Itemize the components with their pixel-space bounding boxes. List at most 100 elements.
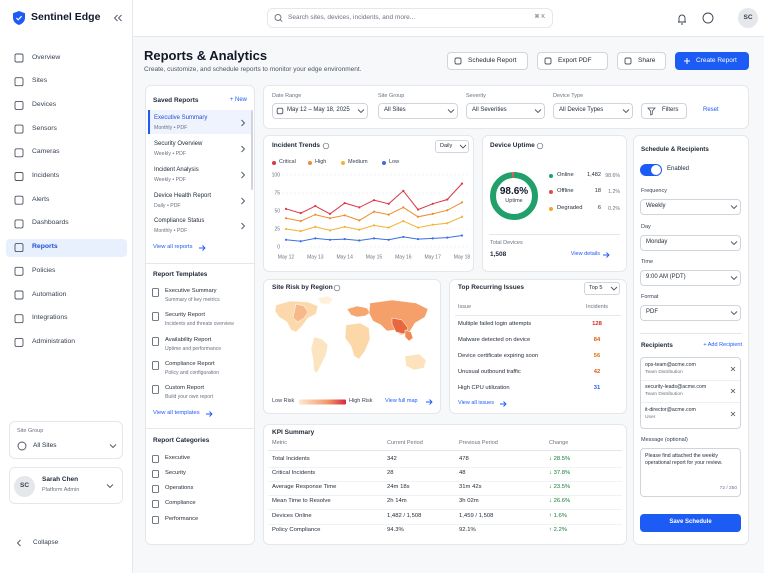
collapse-button[interactable]: Collapse: [33, 538, 59, 546]
nav-item[interactable]: Sites: [32, 77, 48, 85]
label: Weekly • PDF: [154, 150, 186, 157]
template[interactable]: Executive Summary: [165, 288, 217, 295]
template[interactable]: Compliance Report: [165, 361, 215, 368]
add-recipient[interactable]: + Add Recipient: [703, 342, 742, 349]
reports-panel: [145, 85, 255, 545]
label[interactable]: + New: [229, 97, 247, 104]
link[interactable]: View all reports: [153, 244, 193, 251]
label: 72 / 250: [719, 485, 737, 491]
save-button[interactable]: [640, 514, 741, 532]
action-button[interactable]: [447, 52, 528, 70]
category[interactable]: Security: [165, 470, 186, 477]
divider: [145, 263, 255, 264]
top-select[interactable]: [584, 282, 620, 295]
label: Metric: [272, 440, 287, 447]
saved-report[interactable]: Security Overview: [154, 141, 203, 148]
filter-select[interactable]: [553, 103, 633, 119]
label: 31m 42s: [459, 484, 482, 491]
action-button-label[interactable]: Schedule Report: [468, 56, 517, 64]
nav-item[interactable]: Sensors: [32, 124, 57, 132]
nav-item[interactable]: Automation: [32, 290, 67, 298]
link[interactable]: View all templates: [153, 410, 200, 417]
label: Low Risk: [272, 398, 295, 405]
schedule-select[interactable]: [640, 235, 741, 251]
save-button-label[interactable]: Save Schedule: [669, 519, 712, 526]
action-button[interactable]: [617, 52, 666, 70]
label: Top 5: [589, 284, 603, 291]
nav-item[interactable]: Dashboards: [32, 219, 69, 227]
schedule-select[interactable]: [640, 199, 741, 215]
filter-select[interactable]: [466, 103, 545, 119]
label: 18: [594, 188, 601, 195]
nav-item[interactable]: Alerts: [32, 195, 50, 203]
label: Device Uptime: [490, 141, 535, 149]
search-box[interactable]: [267, 8, 553, 28]
label: Device Type: [553, 93, 584, 100]
label: 0.2%: [608, 205, 620, 212]
schedule-select[interactable]: [640, 270, 741, 286]
label: SC: [19, 482, 30, 490]
action-button[interactable]: [675, 52, 749, 70]
schedule-select[interactable]: [640, 305, 741, 321]
label: 1,482 / 1,508: [387, 513, 422, 520]
category[interactable]: Executive: [165, 455, 191, 462]
action-button-label[interactable]: Export PDF: [558, 56, 592, 64]
label: Format: [641, 294, 659, 301]
nav-item[interactable]: Reports: [32, 243, 58, 251]
label: High Risk: [349, 398, 373, 405]
legend-label: High: [315, 159, 327, 166]
label: 6: [597, 205, 601, 212]
label: Team Distribution: [645, 391, 683, 397]
nav-item[interactable]: Incidents: [32, 172, 60, 180]
label: Please find attached the weekly operatio…: [645, 452, 723, 467]
label: Summary of key metrics: [165, 296, 220, 303]
category[interactable]: Compliance: [165, 500, 196, 507]
top-issues-card: [449, 279, 627, 414]
saved-report-active-bg: [148, 110, 251, 134]
action-button-label[interactable]: Create Report: [696, 56, 737, 64]
label: Monday: [646, 239, 668, 246]
nav-item[interactable]: Policies: [32, 266, 56, 274]
link[interactable]: View all issues: [458, 400, 494, 407]
category[interactable]: Performance: [165, 516, 199, 523]
nav-item[interactable]: Administration: [32, 337, 76, 345]
link[interactable]: View full map: [385, 398, 418, 405]
saved-report[interactable]: Device Health Report: [154, 193, 212, 200]
saved-report[interactable]: Executive Summary: [154, 115, 208, 122]
template[interactable]: Security Report: [165, 312, 205, 319]
label: Monthly • PDF: [154, 227, 188, 234]
label: Malware detected on device: [458, 337, 531, 344]
nav-item[interactable]: Cameras: [32, 148, 60, 156]
label: Enabled: [667, 166, 690, 173]
filter-select[interactable]: [378, 103, 458, 119]
saved-report[interactable]: Compliance Status: [154, 218, 205, 225]
action-button[interactable]: [537, 52, 608, 70]
template[interactable]: Availability Report: [165, 337, 212, 344]
label: All Sites: [384, 107, 406, 114]
category[interactable]: Operations: [165, 485, 194, 492]
label: 42: [593, 369, 601, 376]
action-button-label[interactable]: Share: [638, 56, 656, 64]
label: Incidents: [586, 304, 609, 311]
reset-button[interactable]: Reset: [703, 107, 719, 114]
label: 94.3%: [387, 527, 404, 534]
label: Device certificate expiring soon: [458, 353, 539, 360]
saved-report[interactable]: Incident Analysis: [154, 167, 199, 174]
nav-item[interactable]: Overview: [32, 53, 61, 61]
label: All Severities: [472, 107, 507, 114]
filter-select[interactable]: [272, 103, 368, 119]
message-textarea[interactable]: [640, 448, 741, 497]
label: ↓ 26.6%: [549, 498, 571, 505]
period-select[interactable]: [435, 140, 469, 153]
nav-item[interactable]: Integrations: [32, 314, 68, 322]
link[interactable]: View details: [570, 251, 600, 258]
site-group-select[interactable]: [9, 421, 123, 459]
template[interactable]: Custom Report: [165, 385, 204, 392]
nav-item[interactable]: Devices: [32, 100, 57, 108]
label: 92.1%: [459, 527, 476, 534]
label: KPI Summary: [272, 428, 315, 436]
label: Site Group: [378, 93, 405, 100]
label: 1.2%: [608, 188, 620, 195]
label: Degraded: [557, 205, 583, 212]
top-avatar[interactable]: [738, 8, 758, 28]
